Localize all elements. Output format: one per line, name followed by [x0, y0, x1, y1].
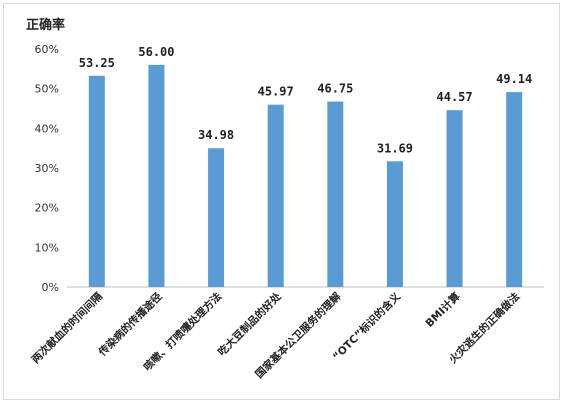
x-tick-label: 传染病的传播途径	[95, 290, 165, 360]
bar	[208, 148, 225, 287]
y-tick-label: 40%	[35, 122, 59, 135]
data-label: 49.14	[496, 72, 532, 86]
x-tick-label: 两次献血的时间间隔	[29, 290, 105, 366]
bar	[148, 64, 165, 287]
data-label: 34.98	[198, 128, 234, 142]
x-tick-label: 吃大豆制品的好处	[215, 290, 284, 359]
bar	[327, 101, 344, 287]
bar	[506, 92, 523, 287]
y-tick-label: 0%	[42, 281, 59, 294]
y-tick-label: 50%	[35, 83, 59, 96]
data-label: 46.75	[317, 82, 353, 96]
data-label: 44.57	[437, 90, 473, 104]
y-tick-label: 10%	[35, 241, 59, 254]
bar	[267, 104, 284, 287]
y-tick-label: 30%	[35, 162, 59, 175]
data-label: 53.25	[79, 56, 115, 70]
y-tick-label: 20%	[35, 202, 59, 215]
y-axis-title: 正确率	[26, 18, 66, 33]
bar	[386, 161, 403, 287]
y-tick-label: 60%	[35, 43, 59, 56]
data-label: 31.69	[377, 141, 413, 155]
data-label: 45.97	[258, 85, 294, 99]
data-label: 56.00	[138, 45, 174, 59]
bar	[88, 75, 105, 288]
bar	[446, 110, 463, 288]
chart-frame: 正确率 0% 10% 20% 30% 40% 50% 60% 53.25 两次献血的时间间隔 56…	[3, 3, 560, 400]
bar-chart: 0% 10% 20% 30% 40% 50% 60% 53.25 两次献血的时间间隔 56.00 传…	[29, 43, 544, 381]
x-tick-label: BMI计算	[423, 290, 463, 330]
